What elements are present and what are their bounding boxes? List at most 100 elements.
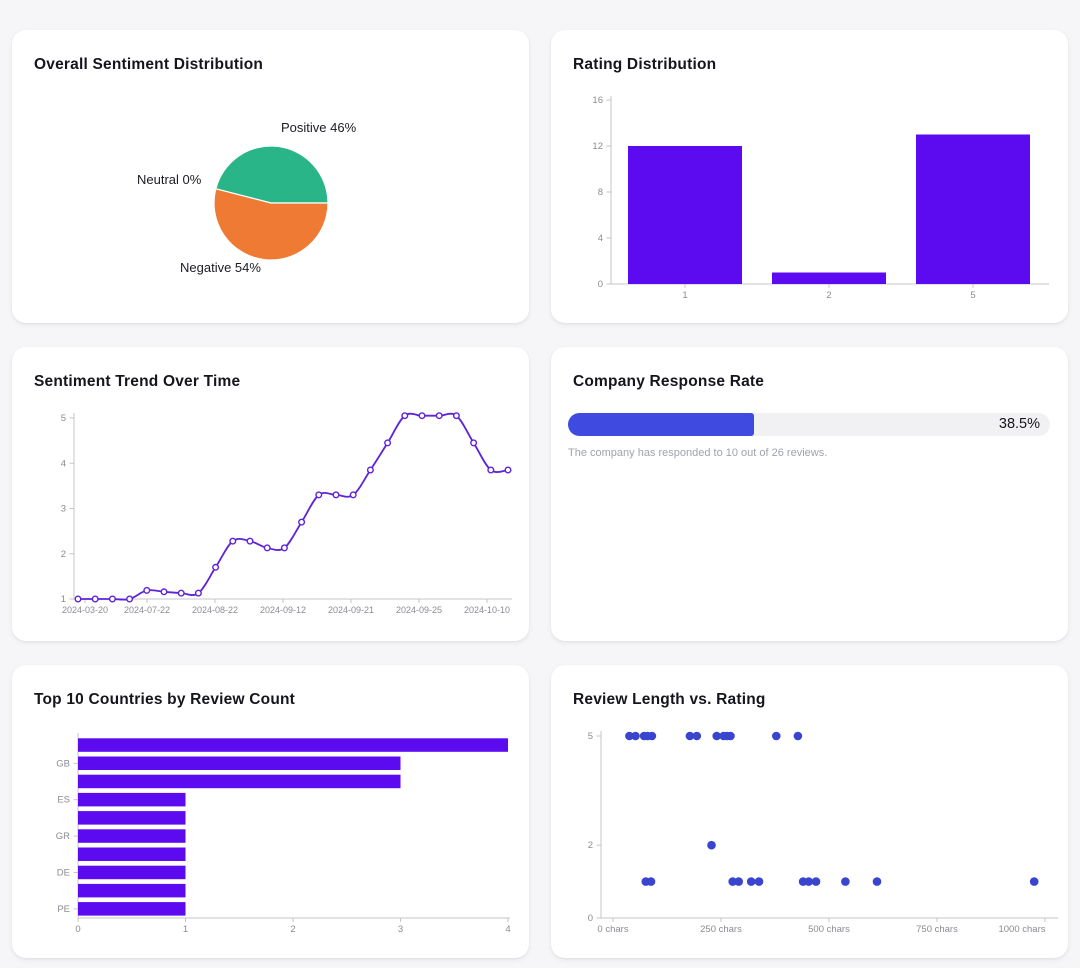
x-tick-label: 1000 chars: [998, 924, 1045, 935]
bar-country-2: [78, 774, 401, 789]
bar-country-9: [78, 902, 186, 916]
trend-marker: [108, 595, 116, 603]
y-tick-label: 4: [61, 458, 66, 469]
country-tick-label: GB: [56, 758, 70, 769]
trend-marker: [384, 439, 392, 447]
scatter-point: [754, 877, 764, 886]
y-tick-label: 3: [61, 504, 66, 515]
bar-rating-2: [772, 272, 886, 284]
sentiment-trend-chart: 1 2 3 4 5 2024-03-20 2024-07-22 2024-08-22 2024-…: [12, 347, 529, 641]
x-tick-label: 2024-10-10: [464, 605, 510, 615]
bar-country-0: [78, 738, 508, 752]
trend-marker: [366, 466, 374, 474]
chart-title-length-vs-rating: Review Length vs. Rating: [573, 691, 766, 708]
scatter-point: [646, 877, 656, 886]
trend-marker: [452, 412, 460, 420]
trend-marker: [332, 491, 340, 499]
x-tick-label: 750 chars: [916, 924, 958, 935]
x-tick-label: 250 chars: [700, 924, 742, 935]
scatter-point: [793, 731, 803, 741]
y-tick-label: 1: [61, 594, 66, 605]
trend-marker: [470, 439, 478, 447]
y-tick-label: 2: [588, 840, 593, 851]
trend-marker: [280, 544, 288, 552]
sentiment-pie-chart: [12, 30, 529, 323]
scatter-point: [625, 731, 634, 741]
x-tick-label: 5: [970, 290, 975, 301]
scatter-point: [811, 877, 821, 886]
x-tick-label: 2: [826, 290, 831, 301]
trend-marker: [126, 595, 134, 603]
y-tick-label: 0: [598, 279, 603, 290]
sentiment-trend-chart-svg: 1 2 3 4 5 2024-03-20 2024-07-22 2024-08-22 2024-…: [61, 412, 512, 615]
x-tick-label: 1: [682, 290, 687, 301]
bar-country-3: [78, 792, 186, 807]
trend-marker: [74, 595, 82, 603]
scatter-point: [692, 731, 702, 741]
response-progress-track: 38.5%: [568, 413, 1050, 436]
x-tick-label: 2024-03-20: [62, 605, 108, 615]
country-tick-label: PE: [57, 904, 70, 915]
card-overall-sentiment-distribution: Overall Sentiment Distribution Positive …: [12, 30, 529, 323]
y-tick-label: 0: [588, 913, 593, 924]
card-top-countries: GB ES GR DE PE 0 1 2 3 4 Top 10 Countries by Revi…: [12, 665, 529, 958]
x-tick-label: 2024-07-22: [124, 605, 170, 615]
scatter-point: [804, 877, 813, 886]
y-tick-label: 12: [592, 141, 603, 152]
x-tick-label: 2024-08-22: [192, 605, 238, 615]
bar-country-1: [78, 756, 401, 770]
trend-marker: [487, 466, 495, 474]
scatter-point: [872, 877, 882, 886]
response-progress-fill: [568, 413, 754, 436]
bar-country-7: [78, 865, 186, 880]
scatter-point: [726, 731, 735, 741]
trend-marker: [91, 595, 99, 603]
bar-country-4: [78, 811, 186, 825]
y-tick-label: 16: [592, 95, 603, 106]
trend-marker: [435, 412, 443, 420]
x-tick-label: 3: [398, 924, 403, 935]
pie-slice-positive: [215, 145, 329, 204]
scatter-point: [746, 877, 756, 886]
scatter-point: [631, 731, 640, 741]
trend-marker: [143, 586, 151, 594]
response-rate-caption: The company has responded to 10 out of 2…: [568, 447, 828, 459]
response-rate-value: 38.5%: [998, 416, 1040, 432]
chart-title-response-rate: Company Response Rate: [573, 373, 765, 390]
scatter-point: [712, 731, 721, 741]
trend-line: [78, 412, 509, 601]
trend-marker: [246, 537, 254, 545]
pie-label-negative: Negative 54%: [180, 260, 261, 275]
chart-title-sentiment-trend: Sentiment Trend Over Time: [34, 373, 241, 390]
y-tick-label: 4: [598, 233, 603, 244]
y-tick-label: 8: [598, 187, 603, 198]
trend-marker: [160, 588, 168, 596]
country-tick-label: GR: [56, 831, 70, 842]
card-sentiment-trend: 1 2 3 4 5 2024-03-20 2024-07-22 2024-08-22 2024-…: [12, 347, 529, 641]
scatter-point: [685, 731, 695, 741]
y-tick-label: 5: [588, 731, 593, 742]
trend-marker: [315, 491, 323, 499]
y-tick-label: 2: [61, 549, 66, 560]
x-tick-label: 4: [505, 924, 510, 935]
trend-marker: [212, 563, 220, 571]
bar-country-5: [78, 829, 186, 843]
bar-country-6: [78, 847, 186, 861]
scatter-point: [772, 731, 781, 741]
trend-marker: [418, 412, 426, 420]
x-tick-label: 500 chars: [808, 924, 850, 935]
scatter-point: [841, 877, 850, 886]
bar-rating-1: [628, 146, 742, 284]
scatter-point: [728, 877, 737, 886]
y-tick-label: 5: [61, 413, 66, 424]
scatter-point: [734, 877, 743, 886]
trend-marker: [401, 412, 409, 420]
x-tick-label: 2024-09-21: [328, 605, 374, 615]
trend-marker: [298, 518, 306, 526]
trend-marker: [504, 466, 512, 474]
scatter-point: [707, 840, 716, 850]
